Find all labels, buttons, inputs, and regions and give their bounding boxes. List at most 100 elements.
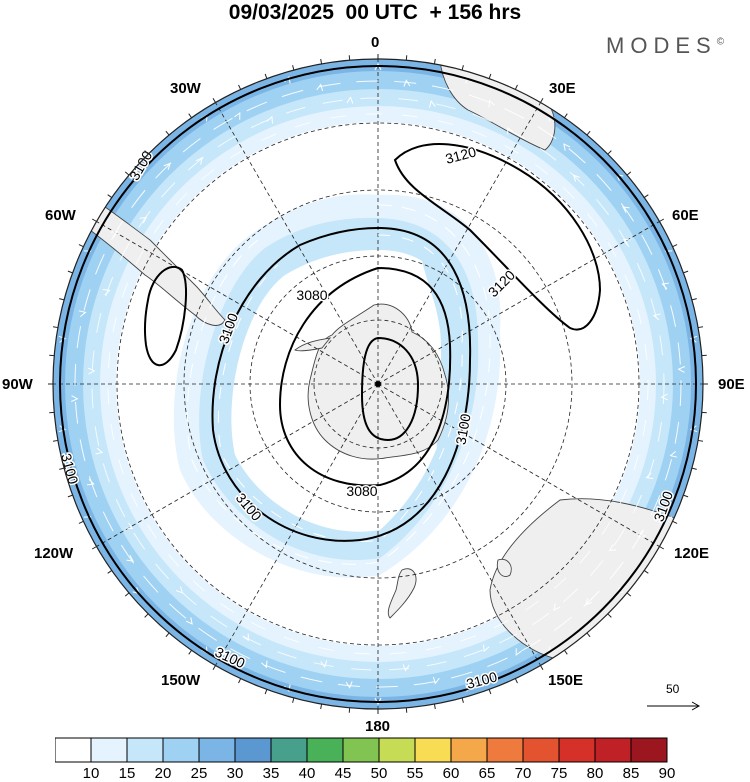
streamline-arrow [234, 112, 241, 120]
colorbar-label: 20 [154, 765, 172, 782]
lon-label: 60W [45, 207, 76, 224]
colorbar-swatch [162, 737, 200, 763]
border-tick [461, 697, 464, 703]
colorbar-swatch [450, 737, 488, 763]
streamline-arrow [428, 100, 436, 108]
map-title: 09/03/2025 00 UTC + 156 hrs [228, 1, 522, 24]
border-tick [672, 520, 678, 524]
border-tick [91, 218, 97, 222]
brand-name: MODES [606, 33, 717, 58]
colorbar-label: 80 [586, 765, 604, 782]
colorbar-label: 70 [514, 765, 532, 782]
copyright-mark: © [716, 36, 725, 48]
border-tick [488, 73, 492, 79]
colorbar-swatch [378, 737, 416, 763]
streamline-arrow [102, 288, 111, 296]
colorbar-label: 85 [622, 765, 640, 782]
border-tick [461, 65, 464, 71]
streamline-arrow [126, 555, 134, 562]
border-tick [691, 467, 697, 470]
border-tick [514, 84, 518, 90]
lon-label: 30E [549, 80, 576, 97]
meridian-line [96, 383, 379, 547]
streamline-arrow [432, 676, 440, 685]
colorbar-swatch [594, 737, 632, 763]
streamline-arrow [316, 83, 324, 92]
meridian-line [377, 383, 660, 547]
streamline-arrow [86, 478, 95, 486]
colorbar-swatch [126, 737, 164, 763]
border-tick [59, 467, 65, 470]
border-tick [238, 678, 242, 684]
meridian-line [215, 102, 379, 385]
tasmania-landmass [496, 558, 512, 577]
streamline-arrow [608, 544, 617, 552]
streamline-arrow [95, 447, 104, 455]
border-tick [165, 632, 170, 638]
colorbar-label: 50 [370, 765, 388, 782]
streamline-arrow [261, 660, 268, 669]
streamline-arrow [139, 216, 148, 224]
border-tick [514, 678, 518, 684]
streamline-arrow [689, 425, 698, 433]
streamline-arrow [402, 664, 410, 672]
colorbar-swatch [198, 737, 236, 763]
streamline-arrow [71, 395, 79, 402]
streamline-arrow [403, 79, 411, 87]
lon-label: 120E [674, 545, 710, 562]
streamline-arrow [483, 644, 490, 653]
south-pole-marker [375, 381, 381, 387]
border-tick [643, 194, 649, 198]
colorbar-swatch [234, 737, 272, 763]
border-tick [124, 592, 130, 597]
colorbar-swatch [270, 737, 308, 763]
wind-band [199, 217, 479, 560]
colorbar-label: 15 [118, 765, 136, 782]
border-tick [586, 632, 591, 638]
contour-3100-inner [211, 226, 472, 542]
border-tick [586, 130, 591, 136]
streamline-arrow [507, 126, 514, 135]
streamline-arrow [622, 206, 630, 213]
streamline-arrow [163, 162, 171, 171]
colorbar-label: 30 [226, 765, 244, 782]
colorbar-swatch [630, 737, 668, 763]
lon-label: 30W [170, 80, 201, 97]
streamline-arrow [645, 472, 654, 480]
polar-map: 3100 312031203080310031003080310031003100… [48, 54, 708, 714]
streamline-arrow [58, 425, 67, 433]
meridian-line [377, 221, 660, 385]
border-tick [144, 150, 149, 155]
streamline-arrow [572, 174, 581, 182]
streamline-arrow [689, 335, 698, 343]
meridian-line [96, 221, 379, 385]
border-tick [212, 97, 216, 103]
streamline-arrow [185, 617, 193, 625]
border-tick [433, 58, 436, 65]
border-tick [238, 84, 242, 90]
colorbar-swatch [522, 737, 560, 763]
lon-label: 60E [672, 207, 699, 224]
colorbar-swatch [342, 737, 380, 763]
border-tick [188, 649, 192, 655]
border-tick [188, 113, 192, 119]
border-tick [107, 570, 113, 574]
streamline-arrow [78, 310, 87, 318]
land-masses [89, 59, 698, 663]
border-tick [52, 439, 59, 442]
border-tick [320, 58, 323, 65]
streamline-arrow [320, 660, 328, 668]
streamline-arrow [515, 648, 522, 656]
border-tick [67, 494, 73, 498]
streamline-arrow [345, 681, 353, 689]
colorbar-swatch [558, 737, 596, 763]
border-tick [659, 546, 665, 550]
meridian-line [377, 383, 541, 666]
border-tick [691, 298, 697, 301]
colorbar-label: 10 [82, 765, 100, 782]
border-tick [697, 326, 704, 329]
colorbar-swatch [486, 737, 524, 763]
colorbar-swatch [414, 737, 452, 763]
streamline-arrow [58, 335, 67, 343]
contour-3100-outer [59, 65, 697, 703]
